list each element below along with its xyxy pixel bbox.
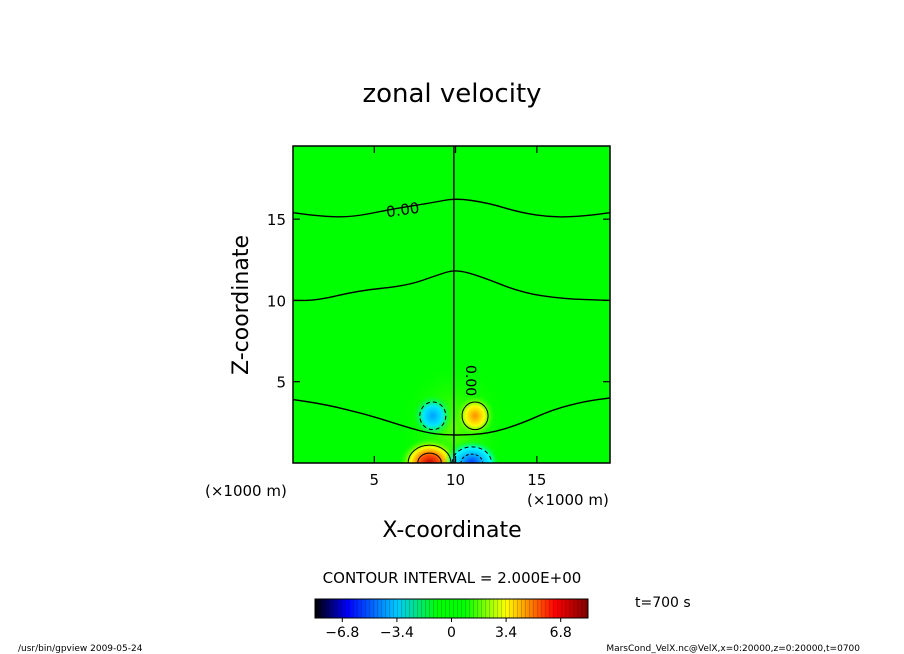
z-units-label: (×1000 m)	[527, 491, 609, 509]
anomaly-contour-1	[461, 401, 489, 431]
colorbar-gradient	[315, 599, 588, 618]
anomaly-contour-0	[419, 401, 447, 431]
anomaly-contour-2	[407, 444, 452, 463]
anomaly-positive-1	[454, 393, 496, 438]
x-axis-label: X-coordinate	[382, 518, 521, 543]
contour-lines	[293, 146, 610, 463]
contour-label-vertical: 0.00	[462, 365, 478, 396]
y-tick-label: 5	[276, 374, 286, 392]
chart-title: zonal velocity	[362, 79, 541, 109]
plot-area	[292, 145, 611, 464]
anomaly-negative-3	[443, 439, 501, 463]
colorbar-tick-label: 0	[447, 625, 456, 641]
footer-left: /usr/bin/gpview 2009-05-24	[18, 644, 143, 654]
x-tick-label: 5	[370, 471, 380, 489]
x-tick-label: 10	[446, 471, 465, 489]
contour-interval: CONTOUR INTERVAL = 2.000E+00	[323, 569, 582, 587]
footer-right: MarsCond_VelX.nc@VelX,x=0:20000,z=0:2000…	[606, 644, 860, 654]
plot-frame	[292, 145, 611, 464]
colorbar-ticks: −6.8 −3.4 0 3.4 6.8	[325, 618, 572, 641]
colorbar-tick-label: 6.8	[550, 625, 572, 641]
zero-contour-0	[293, 198, 610, 218]
y-tick-label: 10	[267, 292, 286, 310]
colorbar: −6.8 −3.4 0 3.4 6.8	[314, 598, 589, 641]
x-tick-label: 15	[527, 471, 546, 489]
time-label: t=700 s	[635, 595, 691, 611]
anomaly-inner-contour-2	[417, 452, 442, 463]
y-axis-ticks: 5 10 15	[267, 211, 610, 392]
colorbar-tick-label: −6.8	[325, 625, 359, 641]
colorbar-tick-label: −3.4	[380, 625, 414, 641]
x-axis-ticks: 5 10 15	[370, 146, 546, 489]
x-units-label: (×1000 m)	[205, 482, 287, 500]
colorbar-stripes	[316, 599, 587, 618]
contour-label-upper: 0.00	[385, 199, 421, 221]
y-tick-label: 15	[267, 211, 286, 229]
colorbar-tick-label: 3.4	[495, 625, 517, 641]
y-axis-label: Z-coordinate	[229, 235, 254, 375]
zero-contour-1	[293, 270, 610, 302]
anomaly-negative-0	[411, 393, 454, 438]
zero-contour-2	[293, 397, 610, 436]
